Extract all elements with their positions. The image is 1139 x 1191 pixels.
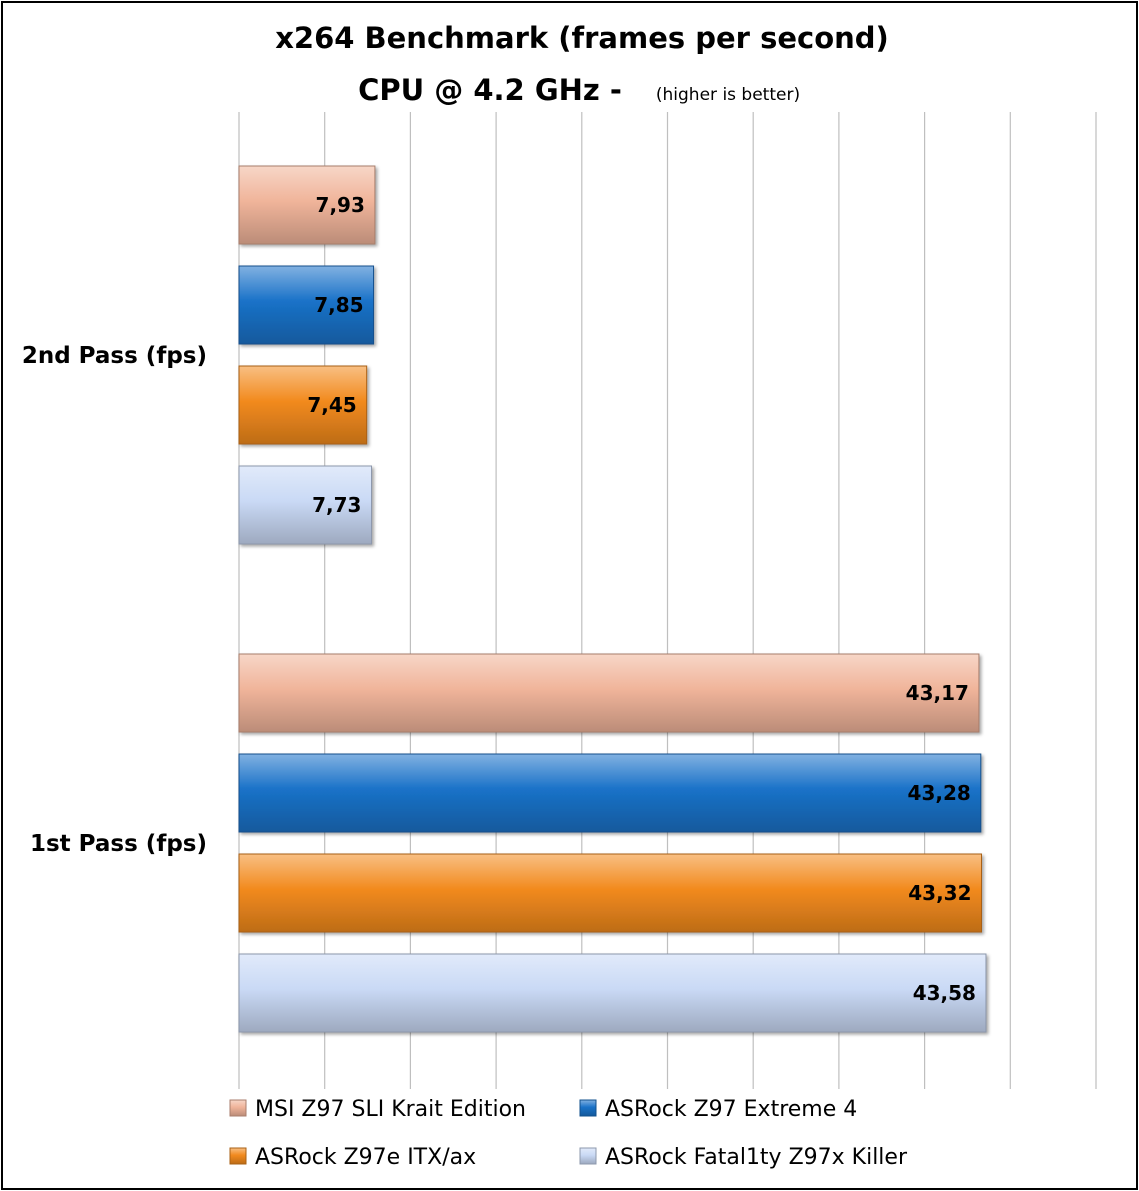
data-label: 43,32 [908,881,971,905]
bar-second-pass-0 [238,165,376,245]
bar-first-pass-3 [238,953,987,1033]
legend-label: ASRock Fatal1ty Z97x Killer [605,1145,908,1170]
legend-swatch [229,1099,247,1117]
bar-first-pass-1 [238,753,982,833]
legend-label: ASRock Z97e ITX/ax [255,1145,476,1170]
chart-title: x264 Benchmark (frames per second) [275,21,889,55]
chart-subtitle: CPU @ 4.2 GHz - [358,73,622,107]
bar-second-pass-1 [238,265,375,345]
data-label: 7,85 [314,293,363,317]
data-label: 7,45 [307,393,356,417]
bar-second-pass-2 [238,365,368,445]
data-label: 43,28 [908,781,971,805]
bar-second-pass-3 [238,465,372,545]
legend-swatch [579,1099,597,1117]
category-label: 2nd Pass (fps) [22,343,207,369]
category-label: 1st Pass (fps) [30,831,207,857]
data-label: 7,73 [312,493,361,517]
legend-label: MSI Z97 SLI Krait Edition [255,1097,526,1122]
legend-swatch [229,1147,247,1165]
bar-first-pass-2 [238,853,983,933]
data-label: 7,93 [316,193,365,217]
data-label: 43,17 [906,681,969,705]
data-label: 43,58 [913,981,976,1005]
legend-swatch [579,1147,597,1165]
chart-subtitle-note: (higher is better) [656,85,800,105]
legend-label: ASRock Z97 Extreme 4 [605,1097,857,1122]
bar-first-pass-0 [238,653,980,733]
